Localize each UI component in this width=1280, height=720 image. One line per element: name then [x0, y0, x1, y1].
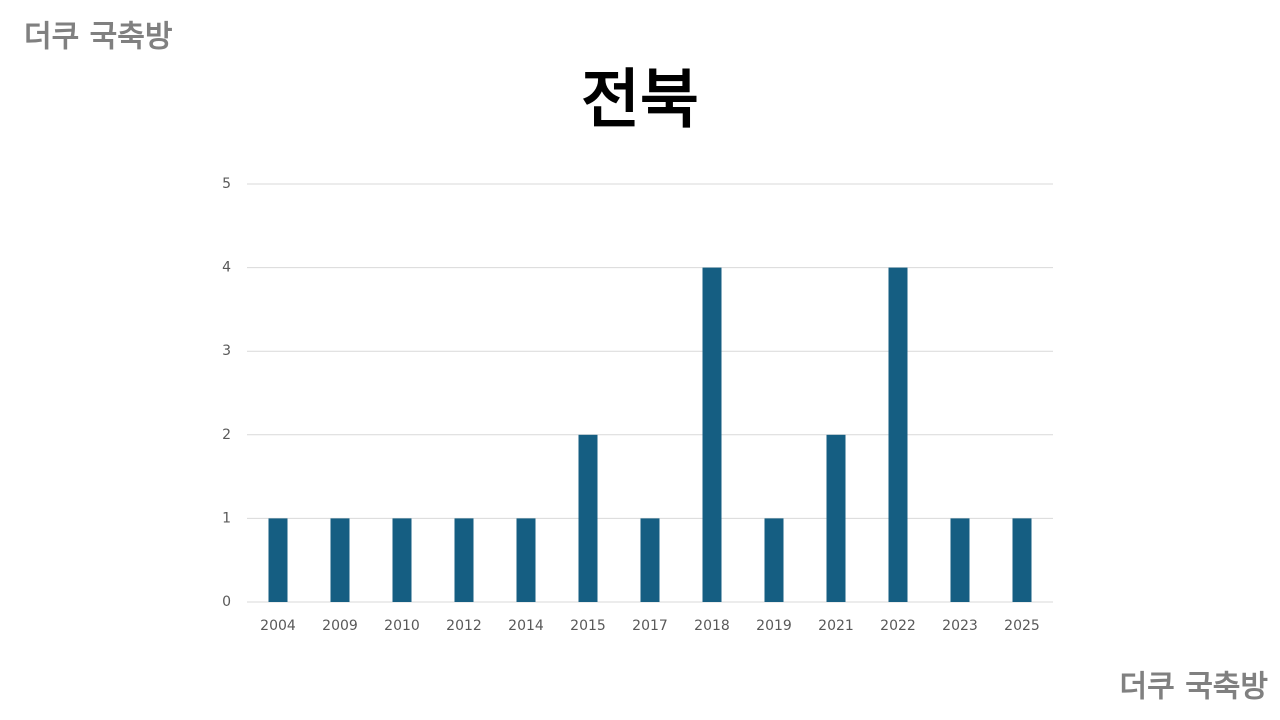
x-tick-label: 2015	[570, 618, 606, 634]
bar	[888, 267, 908, 602]
bar	[640, 518, 660, 602]
bar	[330, 518, 350, 602]
bar	[516, 518, 536, 602]
x-tick-label: 2004	[260, 618, 296, 634]
y-tick-label: 2	[222, 427, 231, 443]
chart-title: 전북	[581, 64, 699, 138]
y-tick-label: 4	[222, 260, 231, 276]
x-tick-label: 2023	[942, 618, 978, 634]
x-tick-label: 2010	[384, 618, 420, 634]
bar	[950, 518, 970, 602]
x-tick-label: 2025	[1004, 618, 1040, 634]
y-tick-label: 0	[222, 594, 231, 610]
x-tick-label: 2017	[632, 618, 668, 634]
x-tick-label: 2019	[756, 618, 792, 634]
bar	[826, 434, 846, 602]
x-tick-label: 2021	[818, 618, 854, 634]
x-tick-label: 2012	[446, 618, 482, 634]
bar	[764, 518, 784, 602]
bar	[392, 518, 412, 602]
x-tick-label: 2014	[508, 618, 544, 634]
y-tick-label: 5	[222, 176, 231, 192]
bar	[578, 434, 598, 602]
bar	[268, 518, 288, 602]
x-tick-label: 2018	[694, 618, 730, 634]
bar	[454, 518, 474, 602]
y-tick-label: 1	[222, 510, 231, 526]
x-tick-label: 2022	[880, 618, 916, 634]
watermark: 더쿠 국축방	[24, 20, 173, 55]
bar	[1012, 518, 1032, 602]
watermark: 더쿠 국축방	[1120, 670, 1269, 705]
bar	[702, 267, 722, 602]
x-tick-label: 2009	[322, 618, 358, 634]
y-tick-label: 3	[222, 343, 231, 359]
